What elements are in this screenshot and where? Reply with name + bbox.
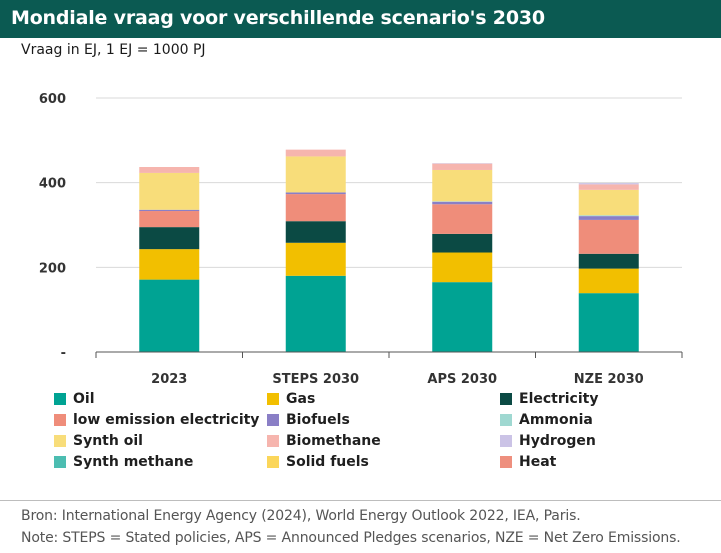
legend-item-hydrogen: Hydrogen (500, 430, 596, 451)
legend-item-biomethane: Biomethane (267, 430, 381, 451)
bar-segment-synth-oil-3 (578, 189, 639, 216)
y-tick-label: 600 (39, 92, 66, 107)
x-axis (95, 351, 683, 358)
legend-swatch (500, 434, 512, 447)
legend-item-biofuels: Biofuels (267, 409, 350, 430)
legend-label: Biofuels (286, 411, 350, 428)
legend-label: Solid fuels (286, 453, 369, 470)
bars (139, 149, 639, 352)
bar-segment-gas-0 (139, 249, 200, 280)
legend-item-low-emission-electricity: low emission electricity (54, 409, 259, 430)
legend-label: Synth oil (73, 432, 143, 449)
bar-segment-biomethane-0 (139, 167, 200, 173)
legend-swatch (267, 455, 279, 468)
legend-swatch (267, 392, 279, 405)
y-axis-ticks: - 200 400 600 (39, 92, 66, 361)
bar-segment-biofuels-0 (139, 209, 200, 212)
y-tick-label: 400 (39, 177, 66, 192)
bar-segment-biofuels-1 (285, 192, 346, 195)
bar-segment-biofuels-3 (578, 216, 639, 220)
legend-item-gas: Gas (267, 388, 315, 409)
legend-label: Hydrogen (519, 432, 596, 449)
bar-segment-biomethane-3 (578, 184, 639, 190)
bar-segment-biofuels-2 (432, 201, 493, 205)
source-note: Bron: International Energy Agency (2024)… (21, 508, 581, 524)
legend-swatch (54, 392, 66, 405)
legend-item-heat: Heat (500, 451, 556, 472)
legend-label: low emission electricity (73, 411, 260, 428)
y-tick-label: - (61, 346, 66, 361)
legend-swatch (500, 455, 512, 468)
bar-segment-gas-3 (578, 268, 639, 294)
bar-segment-ammonia-3 (578, 215, 639, 217)
chart-title: Mondiale vraag voor verschillende scenar… (11, 7, 545, 29)
y-tick-label: 200 (39, 261, 66, 276)
legend-label: Biomethane (286, 432, 381, 449)
legend-item-oil: Oil (54, 388, 95, 409)
chart-subtitle: Vraag in EJ, 1 EJ = 1000 PJ (21, 42, 206, 58)
abbreviation-note: Note: STEPS = Stated policies, APS = Ann… (21, 530, 681, 546)
bar-segment-synth-oil-1 (285, 156, 346, 193)
bar-segment-oil-3 (578, 293, 639, 352)
legend-label: Electricity (519, 390, 599, 407)
legend-swatch (54, 455, 66, 468)
legend-swatch (54, 413, 66, 426)
legend-label: Ammonia (519, 411, 593, 428)
legend-item-synth-methane: Synth methane (54, 451, 193, 472)
legend-label: Oil (73, 390, 95, 407)
bar-segment-low-emission-electricity-0 (139, 211, 200, 228)
legend-label: Synth methane (73, 453, 194, 470)
bar-segment-electricity-1 (285, 221, 346, 243)
bar-segment-oil-2 (432, 282, 493, 352)
bar-segment-electricity-2 (432, 233, 493, 253)
legend-swatch (500, 413, 512, 426)
x-axis-labels: 2023 STEPS 2030 APS 2030 NZE 2030 (151, 372, 644, 387)
legend-item-synth-oil: Synth oil (54, 430, 143, 451)
legend: Oil Gas Electricity low emission electricit… (54, 388, 714, 478)
bar-segment-gas-1 (285, 242, 346, 276)
bar-segment-low-emission-electricity-2 (432, 204, 493, 234)
legend-item-electricity: Electricity (500, 388, 598, 409)
x-tick-label: 2023 (151, 372, 187, 387)
bar-segment-biomethane-2 (432, 163, 493, 170)
legend-swatch (54, 434, 66, 447)
legend-label: Heat (519, 453, 557, 470)
legend-swatch (500, 392, 512, 405)
legend-item-solid-fuels: Solid fuels (267, 451, 369, 472)
footer-divider (0, 500, 721, 501)
x-tick-label: STEPS 2030 (272, 372, 359, 387)
legend-swatch (267, 434, 279, 447)
title-bar: Mondiale vraag voor verschillende scenar… (0, 0, 721, 38)
bar-segment-biomethane-1 (285, 149, 346, 157)
bar-segment-synth-oil-0 (139, 172, 200, 210)
bar-chart: - 200 400 600 2023 STEPS 2030 APS 2030 NZE 203… (39, 92, 683, 387)
bar-segment-synth-oil-2 (432, 169, 493, 202)
bar-segment-low-emission-electricity-3 (578, 219, 639, 254)
bar-segment-gas-2 (432, 252, 493, 283)
x-tick-label: APS 2030 (427, 372, 497, 387)
legend-label: Gas (286, 390, 316, 407)
legend-item-ammonia: Ammonia (500, 409, 593, 430)
bar-segment-oil-0 (139, 279, 200, 352)
bar-segment-electricity-0 (139, 227, 200, 250)
bar-segment-low-emission-electricity-1 (285, 194, 346, 222)
bar-segment-oil-1 (285, 275, 346, 352)
bar-segment-electricity-3 (578, 253, 639, 269)
legend-swatch (267, 413, 279, 426)
bar-segment-hydrogen-3 (578, 183, 639, 185)
x-tick-label: NZE 2030 (574, 372, 644, 387)
